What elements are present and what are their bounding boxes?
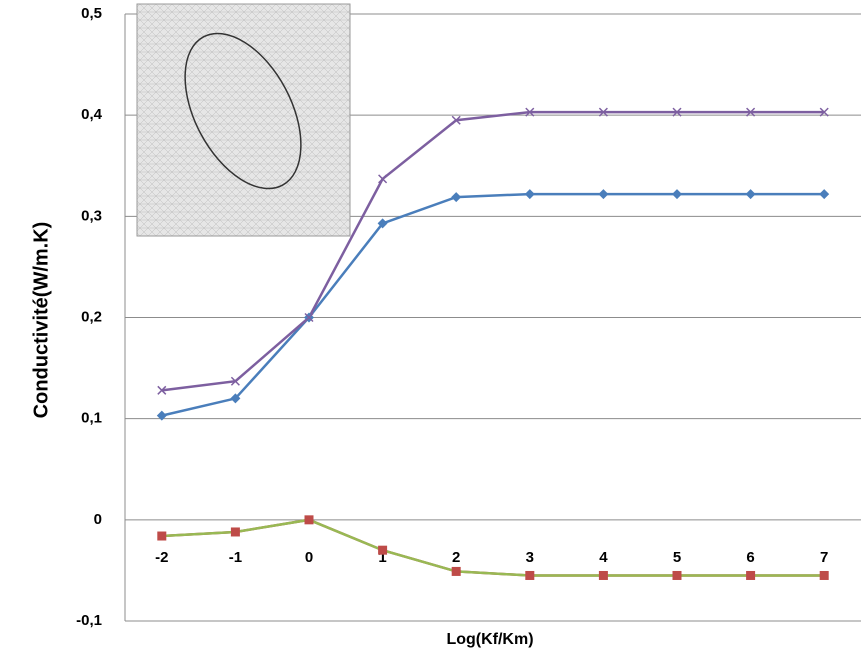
x-tick-label: 4	[599, 549, 608, 566]
y-tick-label: 0	[94, 511, 102, 528]
chart: -0,100,10,20,30,40,5-2-101234567 Conduct…	[0, 0, 866, 656]
marker-square	[378, 546, 387, 555]
marker-square	[820, 571, 829, 580]
marker-diamond	[525, 189, 535, 199]
marker-diamond	[746, 189, 756, 199]
x-tick-label: 7	[820, 549, 828, 566]
marker-square	[673, 571, 682, 580]
x-tick-label: 2	[452, 549, 460, 566]
y-tick-label: 0,2	[81, 308, 102, 325]
marker-diamond	[451, 192, 461, 202]
x-axis-title: Log(Kf/Km)	[446, 631, 533, 648]
x-tick-label: 3	[526, 549, 534, 566]
y-tick-label: 0,5	[81, 5, 102, 22]
y-tick-label: 0,3	[81, 207, 102, 224]
y-tick-label: -0,1	[76, 612, 102, 629]
x-tick-label: -2	[155, 549, 168, 566]
x-tick-label: 5	[673, 549, 681, 566]
marker-square	[746, 571, 755, 580]
marker-x	[379, 175, 387, 183]
y-tick-label: 0,4	[81, 106, 103, 123]
marker-diamond	[598, 189, 608, 199]
inset-mesh-image	[137, 4, 350, 236]
series-line	[162, 520, 824, 576]
marker-diamond	[672, 189, 682, 199]
y-axis-title: Conductivité(W/m.K)	[30, 222, 52, 419]
marker-square	[157, 532, 166, 541]
marker-square	[599, 571, 608, 580]
x-tick-label: 0	[305, 549, 313, 566]
marker-diamond	[819, 189, 829, 199]
y-tick-label: 0,1	[81, 410, 102, 427]
marker-square	[305, 515, 314, 524]
marker-square	[452, 567, 461, 576]
x-tick-label: -1	[229, 549, 242, 566]
marker-square	[525, 571, 534, 580]
marker-square	[231, 527, 240, 536]
mesh-square	[137, 4, 350, 236]
x-tick-label: 6	[746, 549, 754, 566]
